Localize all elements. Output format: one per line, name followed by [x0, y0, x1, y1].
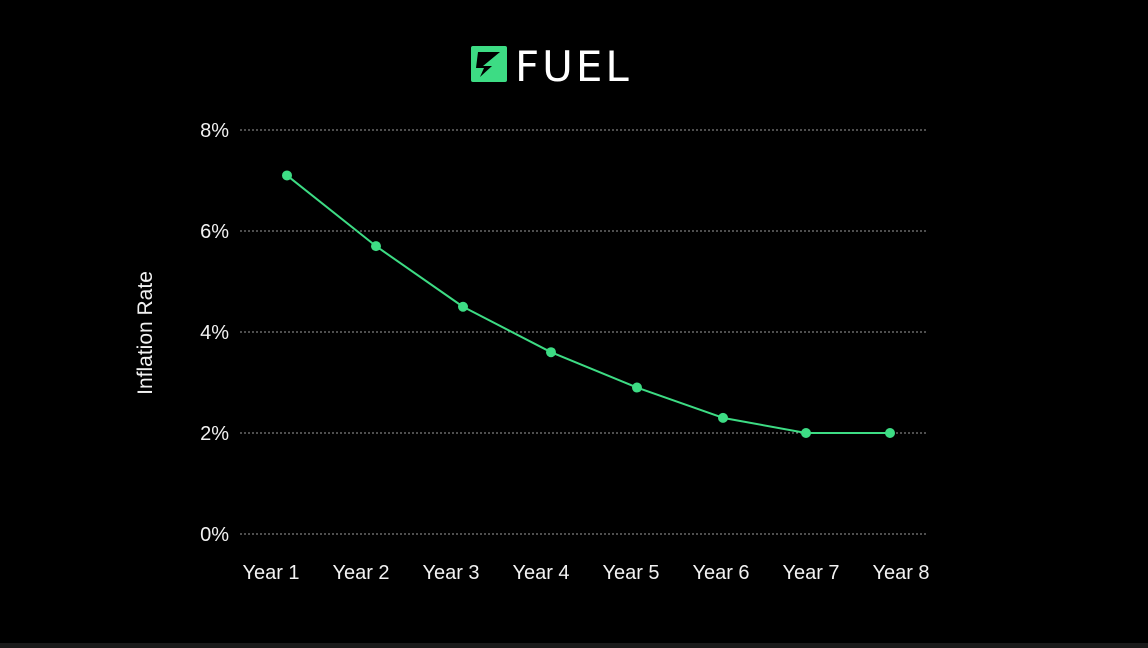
x-tick-label: Year 4: [512, 562, 569, 584]
x-tick-label: Year 3: [422, 562, 479, 584]
data-point: [801, 428, 811, 438]
x-tick-label: Year 5: [602, 562, 659, 584]
gridlines: [240, 129, 928, 535]
x-tick-label: Year 6: [692, 562, 749, 584]
data-point: [282, 170, 292, 181]
y-tick-label: 8%: [200, 120, 229, 142]
x-tick-label: Year 1: [242, 562, 299, 584]
y-tick-label: 2%: [200, 423, 229, 445]
data-point: [632, 382, 642, 393]
x-tick-label: Year 2: [332, 562, 389, 584]
x-tick-label: Year 8: [872, 562, 929, 584]
data-point: [458, 301, 468, 312]
y-tick-label: 0%: [200, 524, 229, 546]
data-point: [885, 428, 895, 438]
y-tick-label: 4%: [200, 322, 229, 344]
fuel-logo: FUEL: [471, 42, 632, 91]
data-point: [718, 412, 728, 423]
brand-name: FUEL: [515, 42, 632, 91]
y-tick-labels: 0% 2% 4% 6% 8%: [200, 120, 229, 546]
bottom-strip: [0, 643, 1148, 648]
y-tick-label: 6%: [200, 221, 229, 243]
x-tick-labels: Year 1 Year 2 Year 3 Year 4 Year 5 Year 6 Year…: [242, 562, 929, 584]
x-tick-label: Year 7: [782, 562, 839, 584]
series-line: [286, 174, 890, 434]
data-point: [546, 347, 556, 358]
data-points: [282, 170, 895, 438]
fuel-bolt-icon: [471, 46, 507, 82]
data-point: [371, 241, 381, 252]
y-axis-title: Inflation Rate: [134, 271, 157, 395]
inflation-series-line: [286, 174, 890, 434]
